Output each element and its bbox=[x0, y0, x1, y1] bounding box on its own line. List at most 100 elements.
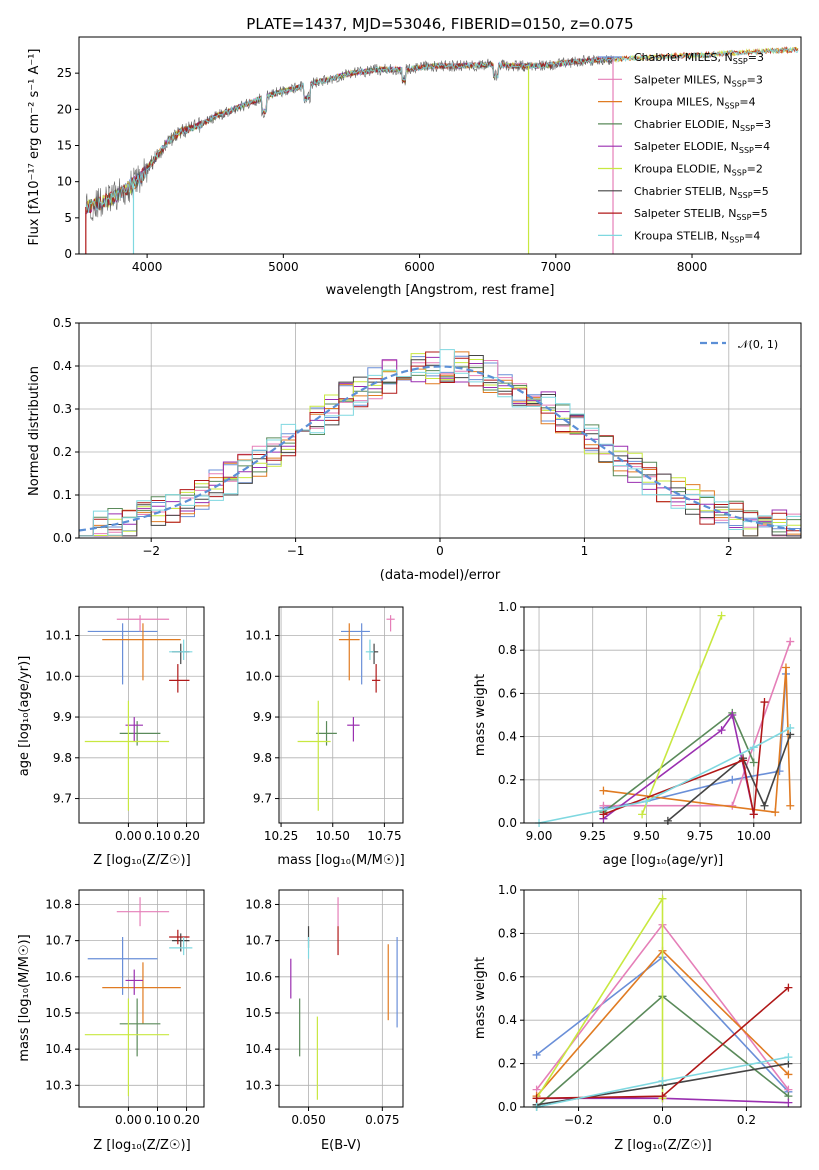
mass-z-xtick-label: 0.00 bbox=[115, 1113, 142, 1127]
weight-age-series-kroupa-elodie bbox=[641, 615, 723, 815]
weight-z-ytick-label: 0.6 bbox=[498, 970, 517, 984]
weight-age-marker-chabrier-elodie bbox=[749, 758, 758, 767]
age-mass-frame bbox=[278, 606, 404, 824]
mass-ebv-xtick-label: 0.050 bbox=[291, 1113, 325, 1127]
spectrum-xtick-label: 5000 bbox=[268, 260, 299, 274]
weight-age-marker-chabrier-stelib bbox=[760, 801, 769, 810]
spectrum-panel: wavelength [Angstrom, rest frame] Flux [… bbox=[27, 36, 802, 298]
age-z-ytick-label: 9.7 bbox=[53, 792, 72, 806]
age-mass-ytick-label: 9.9 bbox=[253, 710, 272, 724]
legend-entry-kroupa-miles: Kroupa MILES, NSSP=4 bbox=[634, 96, 756, 111]
weight-z-series-kroupa-elodie bbox=[535, 895, 664, 1099]
weight-age-marker-salpeter-stelib bbox=[749, 810, 758, 819]
weight-age-marker-salpeter-elodie bbox=[728, 711, 737, 719]
spectrum-xtick-label: 7000 bbox=[541, 260, 572, 274]
age-z-xlabel: Z [log₁₀(Z/Z☉)] bbox=[93, 853, 190, 868]
spectrum-frame bbox=[78, 36, 802, 255]
mass-z-ytick-label: 10.7 bbox=[45, 934, 72, 948]
weight-age-marker-kroupa-stelib bbox=[749, 743, 758, 752]
legend-entry-chabrier-elodie: Chabrier ELODIE, NSSP=3 bbox=[634, 118, 771, 133]
weight-age-marker-salpeter-stelib bbox=[760, 698, 769, 707]
weight-z-xtick-label: 0.0 bbox=[653, 1113, 672, 1127]
age-mass-ytick-label: 9.8 bbox=[253, 751, 272, 765]
mass-z-ytick-label: 10.6 bbox=[45, 970, 72, 984]
residuals-ytick-label: 0.2 bbox=[53, 445, 72, 459]
weight-age-marker-chabrier-miles bbox=[728, 775, 737, 784]
age-mass-xtick-label: 10.75 bbox=[367, 829, 401, 843]
age-z-ytick-label: 9.9 bbox=[53, 710, 72, 724]
mass-ebv-ytick-label: 10.7 bbox=[245, 934, 272, 948]
mass-z-ylabel: mass [log₁₀(M/M☉)] bbox=[17, 934, 32, 1061]
weight-z-marker-salpeter-stelib bbox=[784, 983, 793, 992]
age-mass-xlabel: mass [log₁₀(M/M☉)] bbox=[277, 853, 404, 868]
weight-age-marker-salpeter-elodie bbox=[717, 726, 726, 735]
weight-z-ytick-label: 0.2 bbox=[498, 1057, 517, 1071]
residuals-ytick-label: 0.0 bbox=[53, 531, 72, 545]
weight-age-marker-chabrier-stelib bbox=[663, 816, 672, 825]
figure-title: PLATE=1437, MJD=53046, FIBERID=0150, z=0… bbox=[246, 15, 633, 33]
weight-age-series-kroupa-miles bbox=[603, 667, 792, 814]
spectrum-ytick-label: 15 bbox=[57, 139, 72, 153]
spectrum-ytick-label: 10 bbox=[57, 175, 72, 189]
spectrum-xtick-label: 8000 bbox=[677, 260, 708, 274]
spectrum-xtick-label: 4000 bbox=[132, 260, 163, 274]
legend-entry-salpeter-stelib: Salpeter STELIB, NSSP=5 bbox=[634, 207, 768, 222]
age-mass-ytick-label: 9.7 bbox=[253, 792, 272, 806]
weight-age-marker-kroupa-miles bbox=[786, 801, 795, 810]
residuals-xtick-label: −1 bbox=[287, 544, 305, 558]
weight-z-xlabel: Z [log₁₀(Z/Z☉)] bbox=[614, 1138, 711, 1153]
age-mass-xtick-label: 10.25 bbox=[264, 829, 298, 843]
residuals-xtick-label: 1 bbox=[581, 544, 589, 558]
weight-age-ylabel: mass weight bbox=[473, 674, 488, 756]
spectrum-ytick-label: 5 bbox=[64, 211, 72, 225]
weight-age-frame bbox=[523, 606, 802, 824]
residuals-ytick-label: 0.5 bbox=[53, 316, 72, 330]
mass-ebv-xtick-label: 0.075 bbox=[365, 1113, 399, 1127]
weight-age-marker-kroupa-stelib bbox=[642, 797, 651, 806]
mass-vs-z-panel: Z [log₁₀(Z/Z☉)] mass [log₁₀(M/M☉)] 0.00 0… bbox=[17, 889, 205, 1153]
age-mass-ytick-label: 10.0 bbox=[245, 669, 272, 683]
spectrum-series-salpeter-miles bbox=[85, 55, 613, 215]
weight-z-ylabel: mass weight bbox=[473, 957, 488, 1039]
weight-z-marker-salpeter-stelib bbox=[658, 1092, 667, 1101]
residuals-xtick-label: 2 bbox=[725, 544, 733, 558]
weight-age-ytick-label: 0.4 bbox=[498, 730, 517, 744]
residuals-ylabel: Normed distribution bbox=[27, 366, 42, 496]
weight-age-xtick-label: 9.00 bbox=[526, 829, 553, 843]
weight-z-ytick-label: 0.8 bbox=[498, 926, 517, 940]
weight-age-ytick-label: 0.6 bbox=[498, 686, 517, 700]
weight-z-xtick-label: −0.2 bbox=[564, 1113, 593, 1127]
legend-entry-salpeter-elodie: Salpeter ELODIE, NSSP=4 bbox=[634, 140, 770, 155]
weight-age-series-chabrier-stelib bbox=[667, 734, 792, 822]
residuals-frame bbox=[78, 322, 802, 539]
age-z-ytick-label: 9.8 bbox=[53, 751, 72, 765]
weight-age-marker-salpeter-miles bbox=[786, 637, 795, 646]
mass-z-ytick-label: 10.5 bbox=[45, 1006, 72, 1020]
mass-z-ytick-label: 10.8 bbox=[45, 897, 72, 911]
legend-entry-chabrier-stelib: Chabrier STELIB, NSSP=5 bbox=[634, 185, 769, 200]
weight-age-ytick-label: 0.2 bbox=[498, 773, 517, 787]
mass-z-xtick-label: 0.20 bbox=[173, 1113, 200, 1127]
weight-age-marker-kroupa-miles bbox=[599, 786, 608, 795]
legend-entry-salpeter-miles: Salpeter MILES, NSSP=3 bbox=[634, 73, 763, 88]
age-z-ylabel: age [log₁₀(age/yr)] bbox=[17, 656, 32, 777]
mass-z-ytick-label: 10.3 bbox=[45, 1078, 72, 1092]
mass-ebv-ytick-label: 10.8 bbox=[245, 897, 272, 911]
spectrum-series-kroupa-stelib bbox=[85, 46, 799, 215]
weight-z-marker-salpeter-elodie bbox=[784, 1098, 793, 1107]
age-vs-mass-panel: mass [log₁₀(M/M☉)] 10.25 10.50 10.75 9.7 9.8… bbox=[245, 606, 405, 868]
mass-ebv-ytick-label: 10.3 bbox=[245, 1078, 272, 1092]
mass-z-frame bbox=[78, 889, 205, 1108]
residuals-xlabel: (data-model)/error bbox=[380, 568, 501, 583]
mass-ebv-frame bbox=[278, 889, 404, 1108]
gaussian-curve bbox=[78, 365, 802, 532]
spectrum-ylabel: Flux [fλ10⁻¹⁷ erg cm⁻² s⁻¹ A⁻¹] bbox=[27, 49, 42, 246]
weight-age-marker-kroupa-stelib bbox=[786, 723, 795, 732]
weight-z-xtick-label: 0.2 bbox=[737, 1113, 756, 1127]
weight-age-ytick-label: 0.0 bbox=[498, 816, 517, 830]
weight-z-ytick-label: 0.4 bbox=[498, 1013, 517, 1027]
weight-z-marker-chabrier-miles bbox=[532, 1050, 541, 1059]
weight-age-marker-kroupa-miles bbox=[781, 663, 790, 672]
weight-age-xtick-label: 9.25 bbox=[579, 829, 606, 843]
